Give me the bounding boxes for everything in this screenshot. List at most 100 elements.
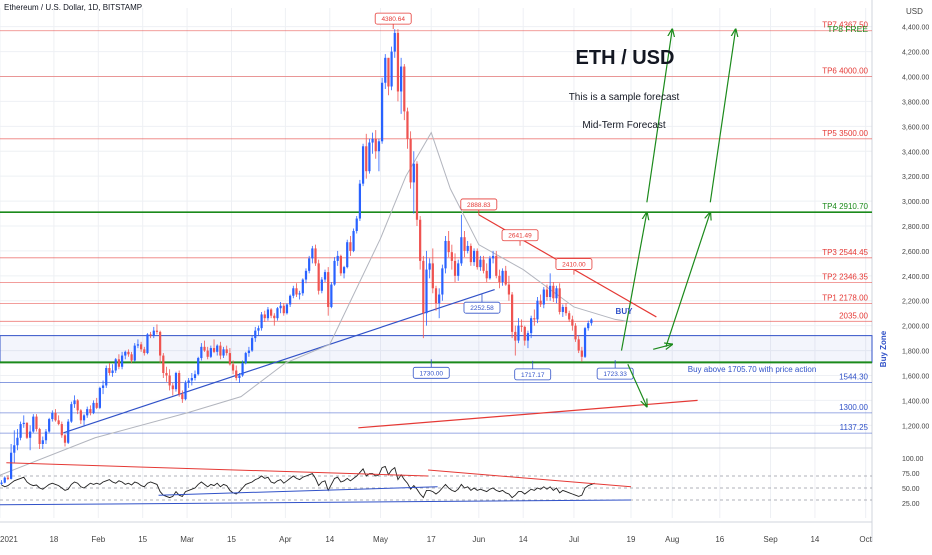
candle-body — [257, 328, 260, 331]
candle-body — [222, 349, 225, 356]
candle-body — [517, 325, 520, 341]
callout-box — [463, 301, 501, 314]
candle-body — [184, 382, 187, 400]
candle-body — [447, 240, 450, 253]
candle-body — [504, 270, 507, 285]
callout-label: 1717.17 — [521, 372, 545, 379]
time-tick-label: 15 — [227, 535, 236, 544]
symbol-title: Ethereum / U.S. Dollar, 1D, BITSTAMP — [4, 3, 143, 12]
candle-body — [327, 272, 330, 307]
candle-body — [105, 368, 108, 386]
candle-body — [139, 344, 143, 350]
candle-body — [225, 349, 228, 354]
candle-body — [32, 416, 35, 432]
candle-body — [314, 248, 317, 264]
candle-body — [488, 258, 492, 279]
candle-body — [441, 268, 444, 295]
buy-zone-box — [0, 335, 873, 363]
candle-body — [558, 288, 561, 312]
candle-body — [98, 387, 101, 408]
candle-body — [86, 409, 89, 416]
candle-body — [453, 260, 457, 276]
candle-body — [495, 255, 498, 276]
candle-body — [174, 372, 178, 390]
time-tick-label: 14 — [519, 535, 528, 544]
candle-body — [406, 111, 409, 139]
time-tick-label: Mar — [180, 535, 194, 544]
time-tick-label: 14 — [325, 535, 334, 544]
candle-body — [545, 289, 549, 298]
candle-body — [206, 350, 209, 357]
candle-body — [238, 375, 241, 378]
candle-body — [466, 245, 469, 251]
candle-body — [457, 263, 460, 276]
candle-body — [434, 288, 438, 304]
candle-body — [482, 259, 485, 271]
callout-label: 2641.49 — [508, 233, 532, 240]
candle-body — [250, 338, 254, 351]
candle-body — [590, 319, 593, 324]
price-tick-label: 3,200.00 — [902, 174, 929, 181]
candle-body — [181, 394, 184, 400]
candle-body — [82, 415, 86, 421]
candle-body — [108, 368, 111, 373]
candle-body — [374, 138, 377, 152]
level-label: TP7 4367.50 — [822, 21, 868, 30]
candle-body — [70, 404, 73, 422]
candle-body — [285, 304, 289, 314]
forecast-arrow — [665, 212, 710, 348]
time-tick-label: 16 — [715, 535, 724, 544]
candle-body — [76, 400, 79, 411]
candle-body — [339, 255, 342, 274]
candle-body — [485, 270, 488, 279]
candle-body — [333, 260, 336, 285]
candle-body — [149, 334, 152, 336]
candle-body — [342, 267, 346, 274]
price-tick-label: 2,800.00 — [902, 224, 929, 231]
price-tick-label: 2,400.00 — [902, 274, 929, 281]
candle-body — [165, 372, 168, 376]
candle-body — [212, 348, 216, 352]
candle-body — [311, 248, 314, 259]
candle-body — [127, 351, 130, 355]
candle-body — [510, 294, 514, 332]
candle-body — [6, 477, 10, 479]
candle-body — [380, 82, 384, 142]
candle-body — [377, 141, 381, 152]
candle-body — [479, 259, 482, 268]
candle-body — [114, 359, 117, 371]
candle-body — [29, 431, 32, 438]
candle-body — [301, 279, 304, 294]
candle-body — [171, 385, 174, 390]
candle-body — [580, 350, 583, 357]
candle-body — [241, 363, 244, 376]
buy-above-note: Buy above 1705.70 with price action — [688, 365, 817, 374]
candle-body — [117, 359, 121, 367]
candle-body — [35, 416, 38, 430]
candle-body — [38, 429, 41, 444]
candle-body — [41, 440, 44, 444]
rsi-line — [1, 465, 595, 499]
callout-box — [460, 198, 498, 211]
candle-body — [530, 318, 533, 334]
candle-body — [577, 339, 580, 351]
candle-body — [507, 284, 511, 295]
support-trendline — [63, 288, 495, 434]
candle-body — [412, 163, 415, 183]
candle-body — [444, 240, 447, 269]
level-label: TP2 2346.35 — [822, 273, 868, 282]
candle-body — [368, 142, 371, 172]
candle-body — [403, 66, 406, 112]
time-tick-label: 19 — [627, 535, 636, 544]
callout-box — [596, 367, 634, 380]
candle-body — [44, 431, 48, 441]
candle-body — [361, 146, 365, 184]
candle-body — [187, 380, 190, 383]
candle-body — [73, 400, 76, 405]
candle-body — [162, 355, 165, 373]
price-tick-label: 3,800.00 — [902, 99, 929, 106]
price-tick-label: 1,600.00 — [902, 373, 929, 380]
candle-body — [431, 263, 434, 289]
price-tick-label: 1,800.00 — [902, 349, 929, 356]
